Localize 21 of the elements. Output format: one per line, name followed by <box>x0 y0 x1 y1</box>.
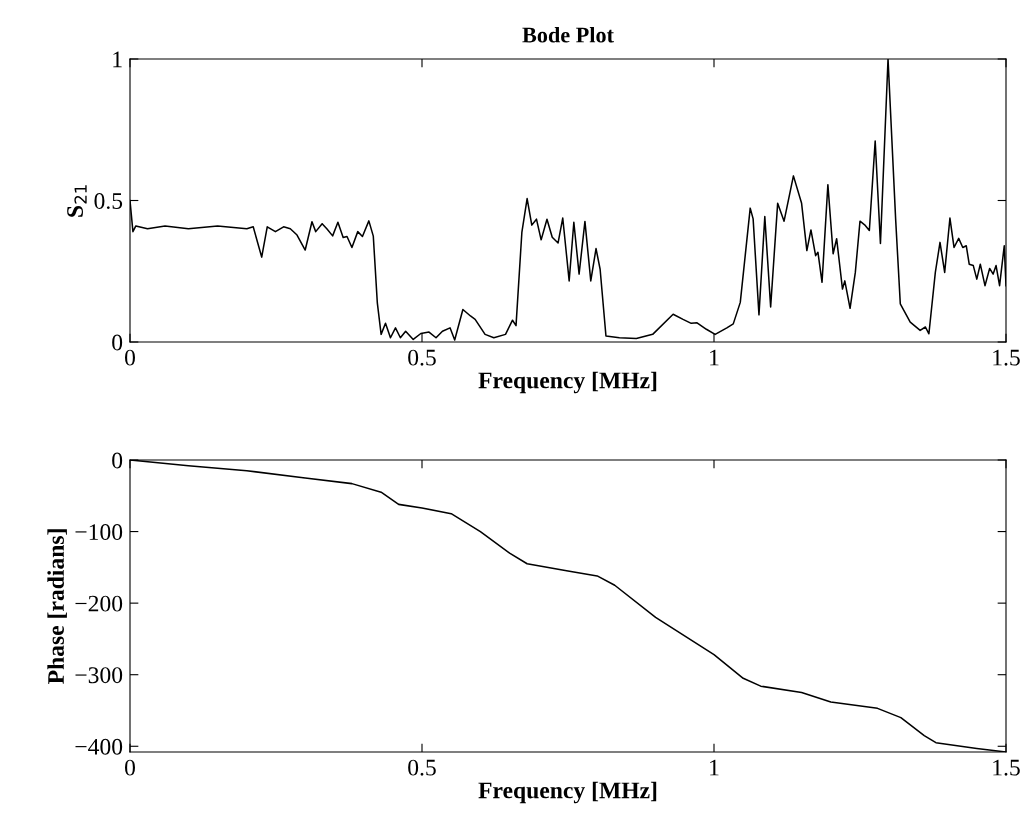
y-tick-label: −300 <box>75 667 123 684</box>
x-axis-title: Frequency [MHz] <box>478 781 657 804</box>
x-tick-label: 0 <box>125 349 135 366</box>
x-tick-label: 0.5 <box>408 759 436 776</box>
x-tick-label: 1 <box>710 349 719 366</box>
y-axis-title: S$_{21}$ <box>67 185 87 217</box>
x-tick-label: 1.5 <box>993 759 1020 776</box>
y-tick-label: −100 <box>75 524 123 540</box>
x-tick-label: 0.5 <box>408 349 436 366</box>
x-axis-title: Frequency [MHz] <box>478 371 657 394</box>
x-tick-label: 0 <box>125 759 135 776</box>
x-tick-label: 1.5 <box>993 349 1020 366</box>
y-tick-label: −200 <box>75 595 123 612</box>
y-tick-label: 0 <box>112 452 123 469</box>
chart-title: Bode Plot <box>522 26 614 43</box>
y-tick-label: 0 <box>112 334 123 351</box>
y-axis-title: Phase [radians] <box>47 529 67 684</box>
y-tick-label: 0.5 <box>94 192 123 210</box>
x-tick-label: 1 <box>710 759 719 776</box>
y-tick-label: −400 <box>75 738 123 755</box>
y-tick-label: 1 <box>113 51 122 68</box>
